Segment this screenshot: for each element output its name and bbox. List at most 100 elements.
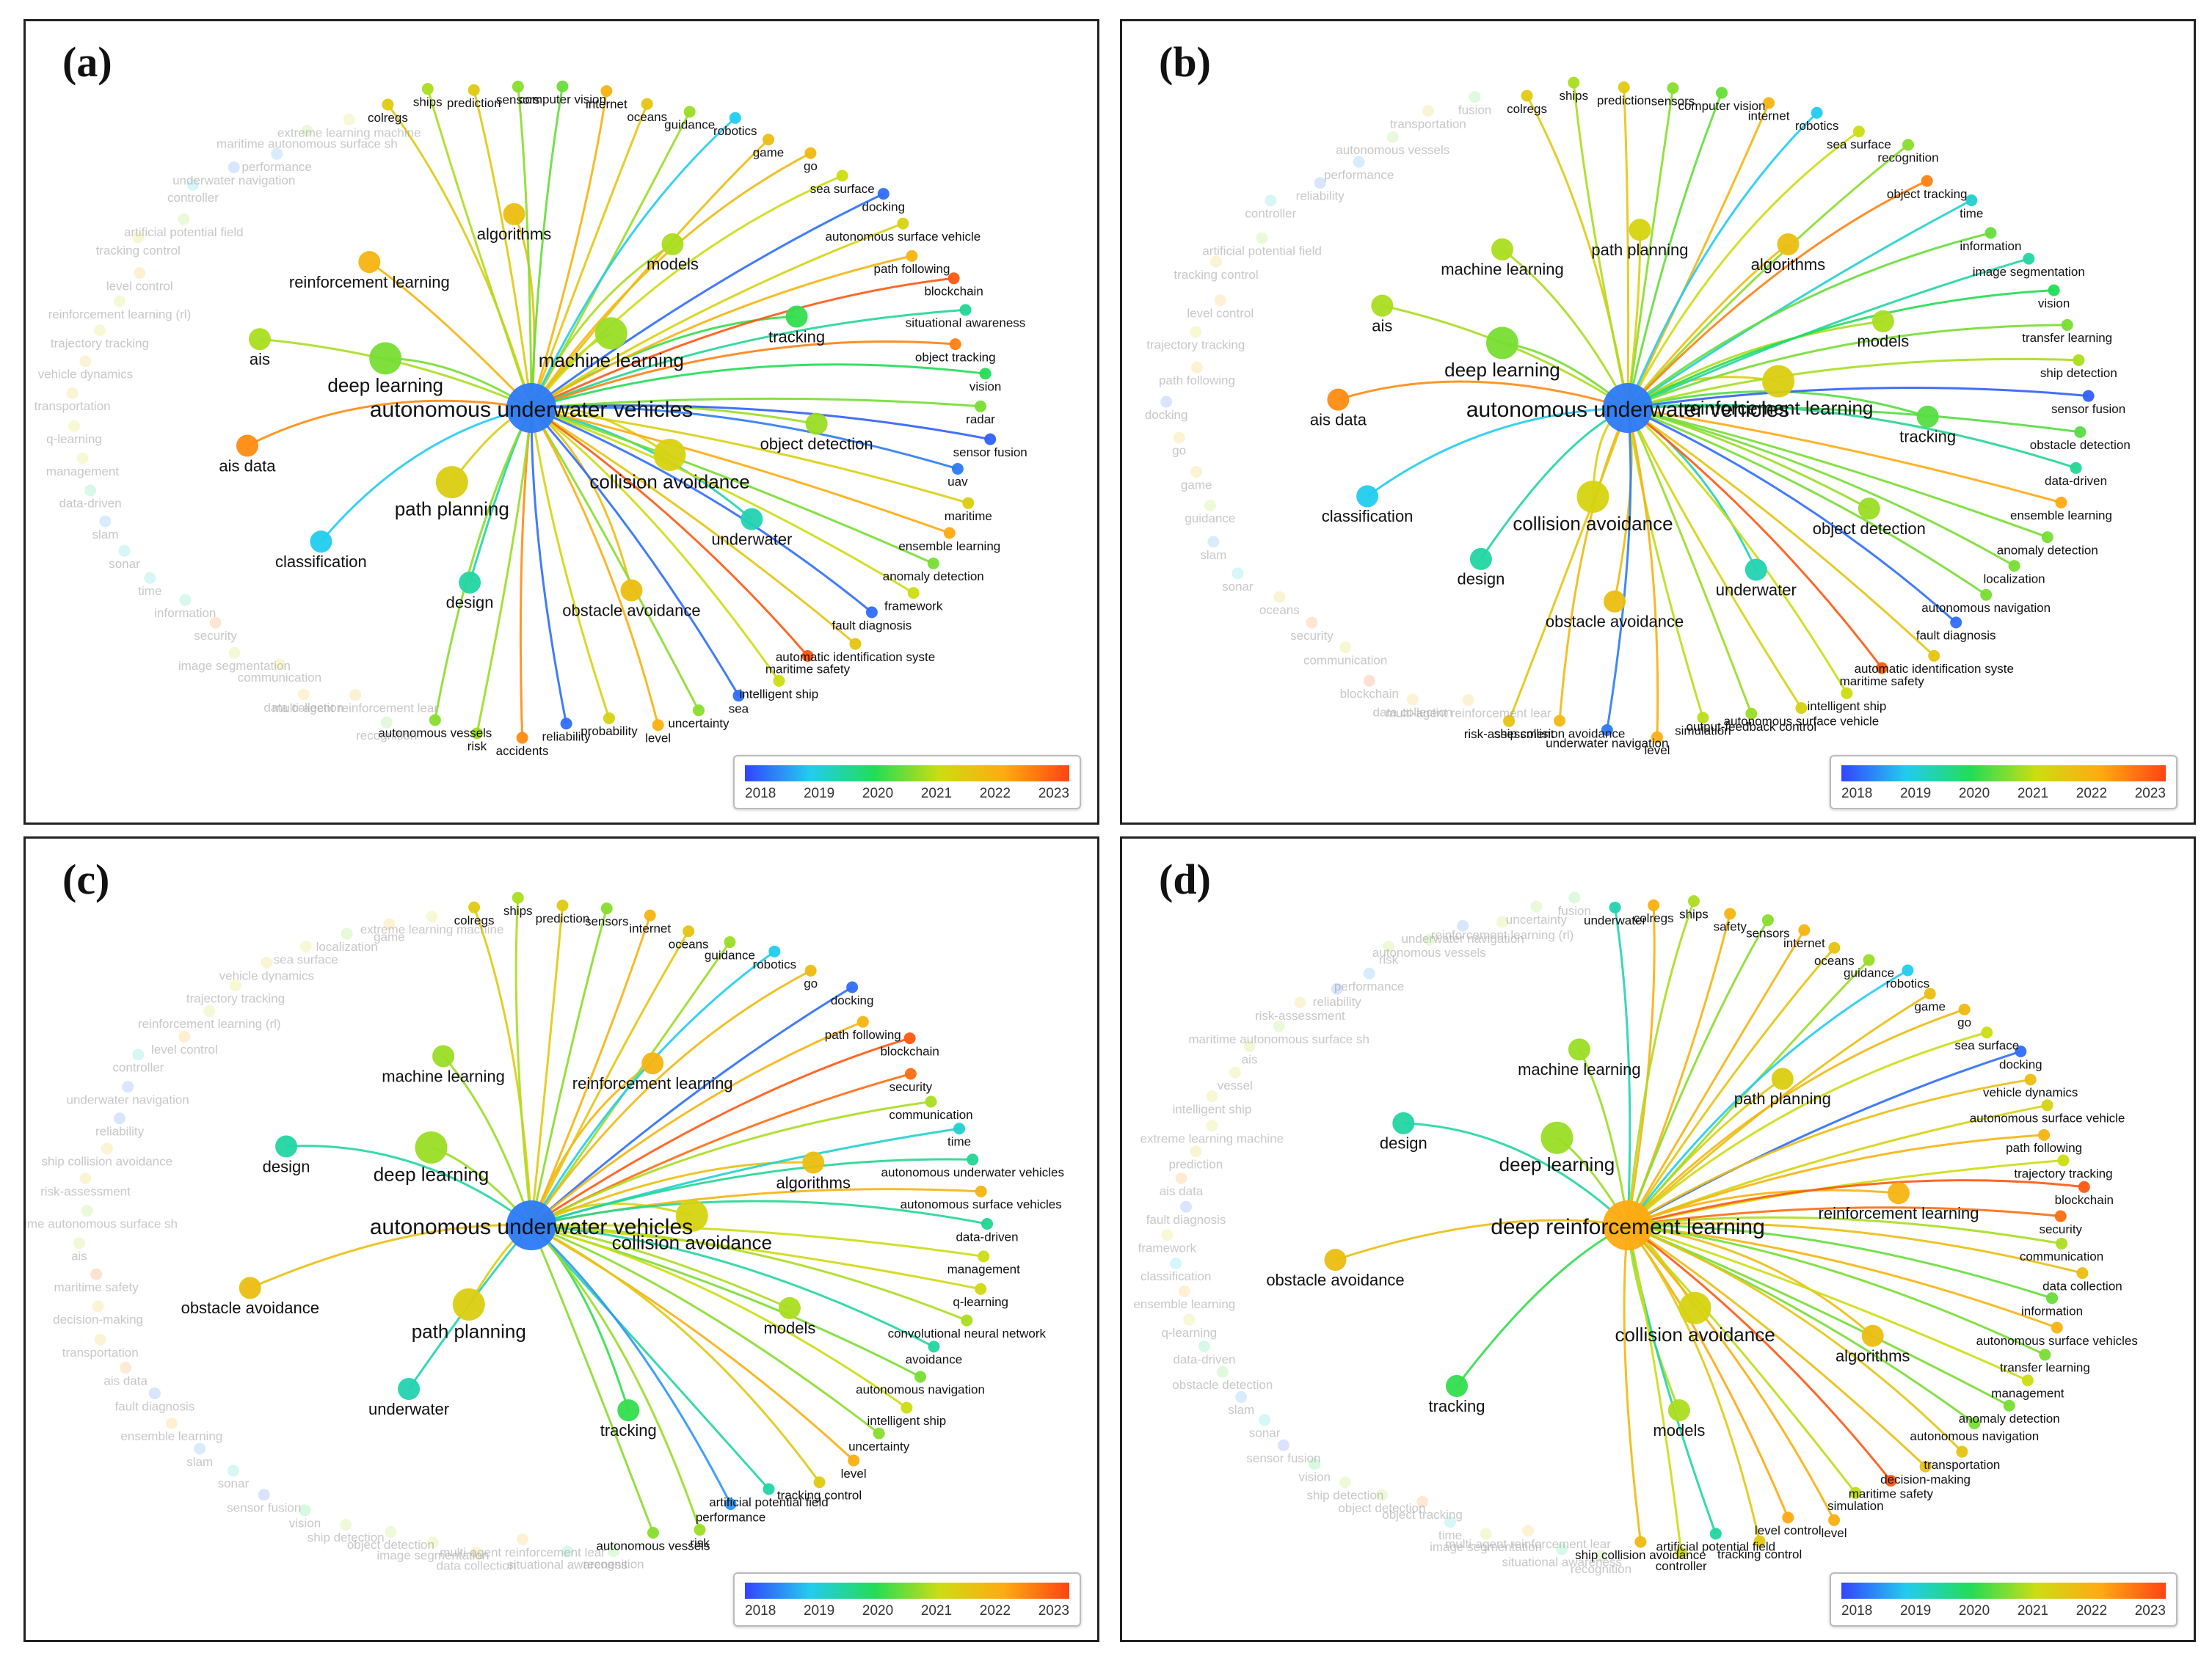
keyword-node	[415, 1131, 448, 1164]
keyword-label: autonomous navigation	[1910, 1429, 2039, 1443]
keyword-node	[369, 342, 402, 375]
keyword-label: internet	[586, 97, 627, 111]
link-edge	[1627, 324, 2067, 409]
keyword-node	[1277, 1439, 1289, 1451]
keyword-label: sensor fusion	[1246, 1451, 1320, 1465]
keyword-node	[1965, 194, 1978, 206]
keyword-label: sea	[729, 701, 749, 715]
keyword-node	[512, 81, 524, 93]
keyword-node	[179, 594, 192, 606]
legend-tick: 2021	[2017, 1603, 2049, 1619]
keyword-node	[978, 1250, 990, 1263]
keyword-label: automatic identification syste	[776, 650, 935, 664]
keyword-node	[644, 909, 656, 922]
keyword-label: tracking control	[777, 1489, 862, 1503]
keyword-label: game	[1914, 1000, 1946, 1014]
keyword-label: blockchain	[880, 1044, 939, 1058]
keyword-node	[79, 355, 92, 368]
keyword-label: artificial potential field	[709, 1495, 829, 1509]
keyword-node	[1595, 1550, 1607, 1562]
link-edge	[530, 1225, 655, 1533]
keyword-node	[928, 1341, 940, 1353]
link-edge	[531, 406, 914, 594]
keyword-network: deep learning reinforcement learning colli…	[1145, 76, 2131, 757]
keyword-label: situational awareness	[906, 316, 1025, 330]
keyword-label: autonomous navigation	[856, 1383, 985, 1397]
keyword-label: sensor fusion	[227, 1501, 301, 1515]
keyword-label: transfer learning	[2022, 331, 2112, 345]
keyword-node	[2024, 1073, 2037, 1086]
keyword-label: trajectory tracking	[2014, 1167, 2112, 1181]
keyword-node	[600, 902, 613, 915]
keyword-node	[2048, 284, 2060, 296]
link-edge	[531, 1224, 880, 1434]
keyword-node	[1183, 1313, 1196, 1326]
keyword-label: fault diagnosis	[1916, 629, 1996, 643]
keyword-node	[1745, 707, 1758, 720]
keyword-label: recognition	[1571, 1562, 1631, 1576]
nodes-layer	[66, 80, 997, 744]
keyword-node	[1885, 1475, 1897, 1487]
keyword-label: autonomous surface vehicle	[826, 230, 981, 244]
keyword-label: obstacle avoidance	[1266, 1271, 1404, 1289]
keyword-node	[1950, 616, 1962, 629]
link-edge	[531, 1021, 864, 1227]
keyword-label: information	[154, 606, 216, 620]
keyword-node	[805, 412, 828, 435]
keyword-label: risk-assessment	[40, 1184, 131, 1198]
keyword-node	[92, 1300, 104, 1313]
keyword-label: localization	[316, 940, 378, 954]
keyword-label: extreme learning machine	[360, 922, 504, 936]
legend-tick: 2021	[920, 1603, 953, 1619]
keyword-node	[1190, 1145, 1202, 1158]
keyword-label: obstacle avoidance	[562, 601, 700, 619]
keyword-node	[310, 530, 332, 553]
keyword-node	[1178, 1285, 1190, 1297]
keyword-label: controller	[112, 1061, 164, 1075]
link-edge	[1626, 1225, 1836, 1521]
keyword-node	[1309, 1458, 1321, 1470]
keyword-label: reinforcement learning (rl)	[1431, 928, 1574, 942]
keyword-label: machine learning	[382, 1067, 505, 1085]
keyword-label: data collection	[2042, 1279, 2122, 1293]
keyword-label: avoidance	[906, 1353, 963, 1367]
keyword-label: tracking	[600, 1421, 657, 1440]
keyword-label: object detection	[347, 1538, 434, 1552]
keyword-label: vision	[289, 1517, 321, 1531]
labels-layer: deep learning machine learning collision a…	[34, 92, 1027, 758]
keyword-label: performance	[241, 160, 311, 174]
keyword-node	[1858, 497, 1880, 520]
keyword-label: algorithms	[477, 225, 551, 244]
keyword-node	[1928, 649, 1940, 662]
keyword-node	[675, 1199, 708, 1232]
keyword-label: time	[947, 1135, 971, 1149]
keyword-label: level	[841, 1467, 867, 1481]
link-edge	[530, 152, 812, 409]
keyword-label: sea surface	[274, 952, 338, 966]
keyword-node	[1339, 641, 1352, 654]
keyword-node	[1530, 900, 1543, 913]
keyword-node	[1916, 405, 1939, 428]
hub-node	[1603, 1200, 1653, 1251]
keyword-label: level	[1822, 1526, 1847, 1540]
link-edge	[476, 407, 533, 734]
keyword-label: uncertainty	[848, 1440, 910, 1453]
link-edge	[368, 260, 533, 409]
keyword-node	[132, 1048, 145, 1061]
keyword-node	[1503, 715, 1516, 727]
keyword-label: path following	[825, 1028, 901, 1042]
labels-layer: deep learning reinforcement learning colli…	[1145, 89, 2131, 757]
edges-layer	[1337, 82, 2089, 737]
keyword-label: ais	[71, 1249, 87, 1263]
keyword-node	[452, 1288, 485, 1321]
keyword-label: go	[804, 159, 818, 173]
link-edge	[531, 1101, 931, 1227]
keyword-node	[1356, 485, 1379, 508]
keyword-node	[148, 1387, 161, 1399]
keyword-label: time	[1438, 1528, 1462, 1542]
keyword-label: communication	[238, 671, 321, 685]
keyword-node	[975, 400, 987, 412]
keyword-node	[1469, 547, 1492, 570]
keyword-label: machine learning	[539, 349, 684, 371]
keyword-label: recognition	[1877, 151, 1938, 165]
